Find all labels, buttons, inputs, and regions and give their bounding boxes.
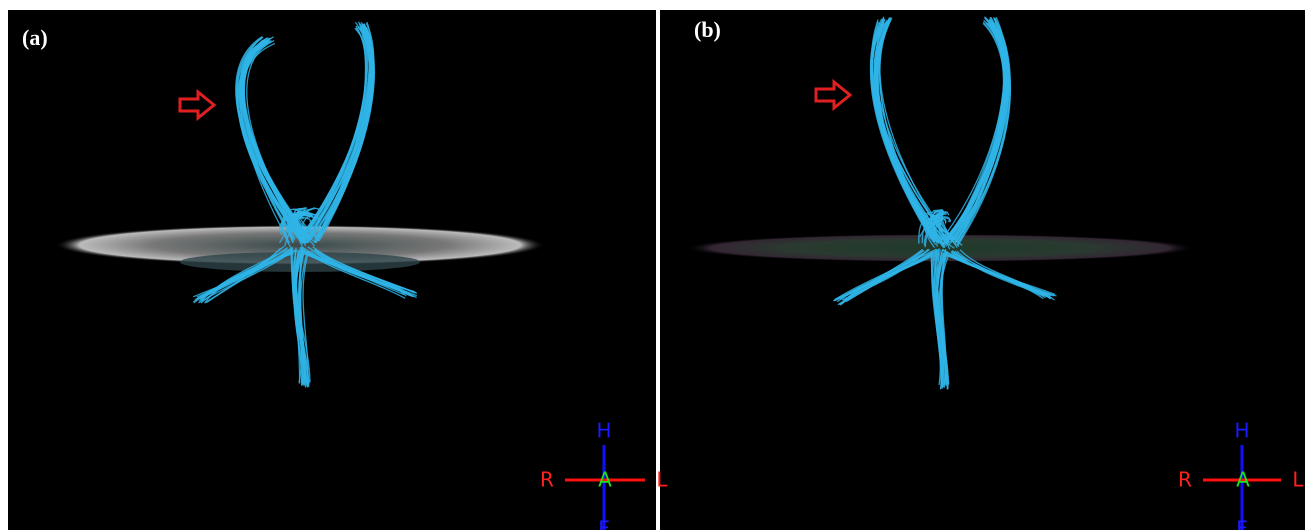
- orientation-label: F: [1236, 517, 1248, 530]
- orientation-label: L: [1292, 468, 1304, 492]
- orientation-label: A: [1236, 468, 1250, 492]
- orientation-label: A: [598, 468, 612, 492]
- orientation-label: F: [598, 517, 610, 530]
- panel-label: (a): [22, 25, 48, 50]
- figure: (a) (b) H R L A F H R L A F: [0, 0, 1312, 530]
- orientation-label: R: [1178, 468, 1192, 492]
- panel-label: (b): [694, 17, 721, 42]
- orientation-label: H: [1234, 419, 1249, 443]
- orientation-label: L: [656, 468, 668, 492]
- orientation-label: R: [540, 468, 554, 492]
- orientation-label: H: [596, 419, 611, 443]
